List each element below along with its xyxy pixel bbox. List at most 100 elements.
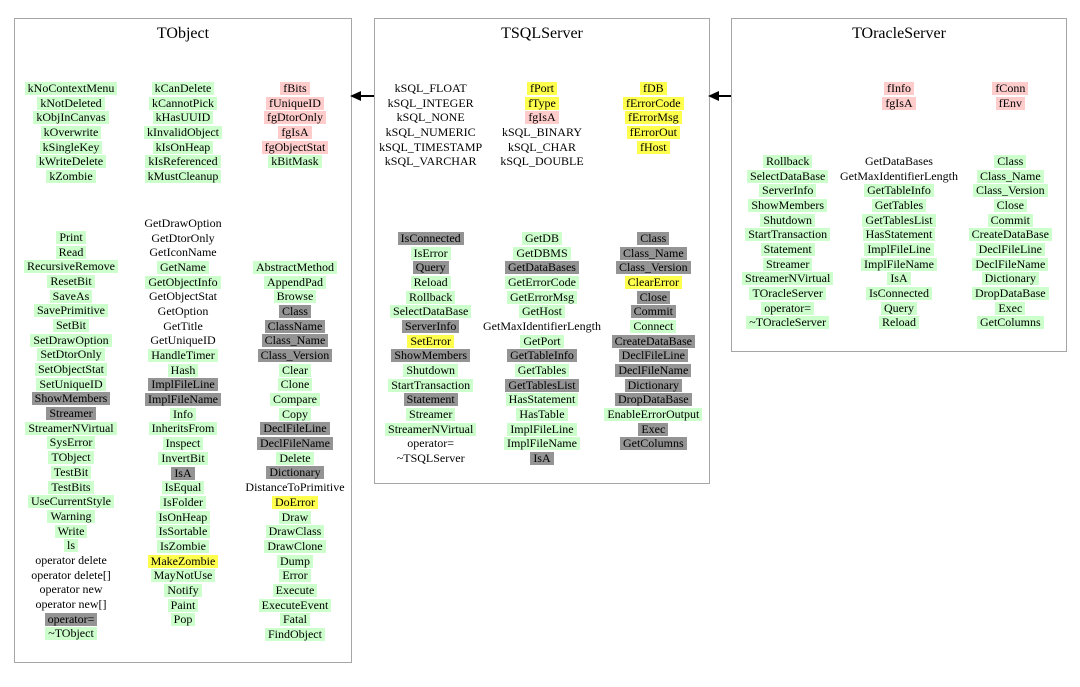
member-row: SetObjectStat: [35, 362, 107, 377]
member-row: fEnv: [995, 96, 1025, 111]
member-ksql-none: kSQL_NONE: [396, 110, 465, 125]
member-classname: ClassName: [264, 319, 326, 333]
member-isonheap: IsOnHeap: [155, 510, 211, 524]
member-getcolumns: GetColumns: [619, 437, 687, 451]
member-drawclass: DrawClass: [265, 525, 325, 539]
tsqlserver-field-column-1: fPort fType fgIsA kSQL_BINARY kSQL_CHAR kSQL_…: [486, 81, 597, 169]
member-row: SetDrawOption: [30, 333, 112, 348]
member-row: DropDataBase: [614, 393, 692, 408]
member-execute: Execute: [272, 583, 318, 597]
member-fbits: fBits: [280, 81, 310, 95]
member-isfolder: IsFolder: [159, 495, 206, 509]
tsqlserver-enum-column-1: kSQL_FLOAT kSQL_INTEGER kSQL_NONE kSQL_NUME…: [375, 81, 486, 169]
member-row: GetDBMS: [513, 246, 571, 261]
member-row: operator delete: [32, 553, 110, 568]
member-funiqueid: fUniqueID: [265, 96, 324, 110]
toracleserver-method-column-1: Rollback SelectDataBase ServerInfo ShowMemb…: [732, 154, 843, 330]
member-testbit: TestBit: [50, 465, 92, 479]
member-executeevent: ExecuteEvent: [258, 598, 332, 612]
member-row: GetTables: [514, 363, 570, 378]
member-row: DeclFileName: [615, 363, 692, 378]
member-knocontextmenu: kNoContextMenu: [24, 81, 118, 95]
member-row: FindObject: [264, 627, 325, 642]
member-ksinglekey: kSingleKey: [39, 140, 103, 154]
member-row: kWriteDelete: [35, 154, 107, 169]
member-gettableslist: GetTablesList: [505, 378, 579, 392]
class-box-toracleserver: TOracleServer fInfo fgIsA fConn fEnv Rollb…: [731, 18, 1067, 352]
member-doerror: DoError: [271, 495, 318, 509]
member-fgisa: fgIsA: [882, 96, 916, 110]
member-fgobjectstat: fgObjectStat: [261, 140, 329, 154]
member-row: Class_Version: [257, 348, 333, 363]
member-geterrormsg: GetErrorMsg: [506, 290, 577, 304]
member-fhost: fHost: [636, 140, 670, 154]
class-box-tsqlserver: TSQLServer kSQL_FLOAT kSQL_INTEGER kSQL_NO…: [374, 18, 710, 484]
member-geterrorcode: GetErrorCode: [504, 275, 579, 289]
member-ksql-varchar: kSQL_VARCHAR: [384, 154, 477, 169]
member-operator-new: operator new: [39, 582, 103, 597]
member-kmustcleanup: kMustCleanup: [144, 169, 222, 183]
member-class: Class: [637, 231, 670, 245]
member-row: Statement: [760, 242, 815, 257]
member-handletimer: HandleTimer: [148, 349, 218, 363]
member-row: kSQL_FLOAT: [392, 81, 470, 96]
member-row: ~TSQLServer: [394, 451, 468, 466]
member-row: GetDataBases: [862, 154, 936, 169]
member-row: GetDB: [521, 231, 562, 246]
member-row: SelectDataBase: [747, 169, 829, 184]
member-testbits: TestBits: [48, 480, 94, 494]
member-kinvalidobject: kInvalidObject: [144, 125, 222, 139]
toracleserver-method-column-3: Class Class_Name Class_Version Close Commit C…: [955, 154, 1066, 330]
member-row: GetDataBases: [504, 260, 579, 275]
member-row: kMustCleanup: [144, 169, 222, 184]
member-operator: operator=: [44, 612, 98, 626]
member-commit: Commit: [630, 305, 676, 319]
member-info: Info: [169, 407, 196, 421]
member-reload: Reload: [410, 275, 451, 289]
member-row: Dictionary: [624, 378, 682, 393]
member-row: kSQL_TIMESTAMP: [376, 140, 485, 155]
member-row: Hash: [167, 363, 199, 378]
member-implfilename: ImplFileName: [503, 437, 580, 451]
member-getport: GetPort: [520, 334, 564, 348]
member-row: IsA: [530, 451, 554, 466]
member-showmembers: ShowMembers: [748, 198, 827, 212]
member-finfo: fInfo: [883, 81, 914, 95]
member-row: fgIsA: [525, 110, 559, 125]
member-row: TestBits: [48, 480, 94, 495]
tobject-method-column-2: GetDrawOption GetDtorOnly GetIconName GetNa…: [127, 216, 239, 627]
member-ksql-integer: kSQL_INTEGER: [387, 95, 474, 110]
member-row: Print: [56, 230, 86, 245]
member-row: ExecuteEvent: [258, 598, 332, 613]
member-class-name: Class_Name: [976, 169, 1044, 183]
member-row: GetTitle: [160, 319, 206, 334]
tsqlserver-field-column-2: fDB fErrorCode fErrorMsg fErrorOut fHost: [598, 81, 709, 154]
member-operator-delete: operator delete[]: [31, 567, 111, 582]
member-row: GetErrorMsg: [506, 290, 577, 305]
member-row: ls: [64, 538, 79, 553]
member-ls: ls: [64, 539, 79, 553]
member-row: GetTableInfo: [864, 183, 934, 198]
member-implfilename: ImplFileName: [145, 393, 221, 407]
member-row: HandleTimer: [148, 348, 218, 363]
member-getdbms: GetDBMS: [513, 246, 571, 260]
member-class-name: Class_Name: [261, 334, 329, 348]
member-row: ClearError: [624, 275, 682, 290]
member-row: Notify: [164, 583, 202, 598]
member-row: Browse: [273, 289, 317, 304]
member-toracleserver: ~TOracleServer: [746, 316, 830, 330]
member-isa: IsA: [530, 452, 554, 466]
member-kbitmask: kBitMask: [268, 155, 322, 169]
tobject-field-column: fBits fUniqueID fgDtorOnly fgIsA fgObjectSta…: [239, 81, 351, 169]
member-row: IsEqual: [161, 480, 205, 495]
member-row: ImplFileLine: [148, 378, 218, 393]
member-row: ImplFileName: [145, 392, 221, 407]
member-row: GetColumns: [619, 437, 687, 452]
member-row: operator=: [44, 612, 98, 627]
member-row: InheritsFrom: [148, 422, 218, 437]
member-row: kObjInCanvas: [33, 110, 109, 125]
member-row: SetDtorOnly: [37, 348, 105, 363]
member-row: GetOption: [155, 304, 212, 319]
member-showmembers: ShowMembers: [391, 349, 470, 363]
member-row: AppendPad: [263, 275, 326, 290]
